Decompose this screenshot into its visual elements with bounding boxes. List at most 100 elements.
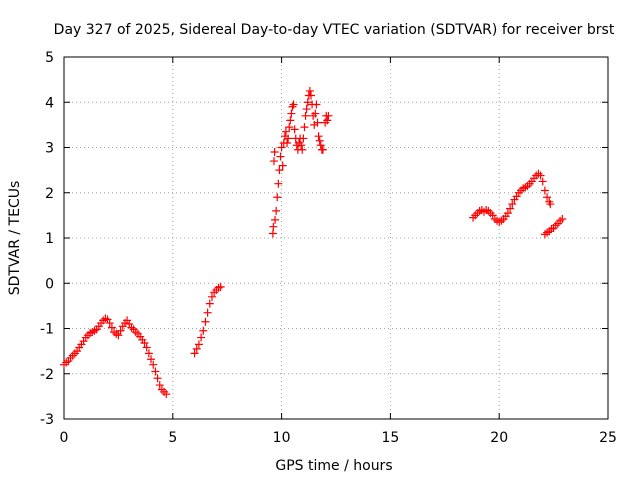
data-point (116, 326, 125, 335)
data-point (142, 343, 151, 352)
data-point (299, 134, 308, 143)
data-point (534, 169, 543, 178)
data-point (298, 145, 307, 154)
data-point (162, 390, 171, 399)
data-point (272, 206, 281, 215)
data-point (285, 123, 294, 132)
data-point (147, 355, 156, 364)
data-point (543, 193, 552, 202)
data-point (538, 177, 547, 186)
data-point (287, 109, 296, 118)
data-point (271, 215, 280, 224)
data-point (199, 326, 208, 335)
data-point (216, 282, 225, 291)
data-point (278, 161, 287, 170)
data-point (506, 204, 515, 213)
data-point (151, 367, 160, 376)
data-point (312, 100, 321, 109)
data-point (107, 323, 116, 332)
data-point (105, 319, 114, 328)
data-point (283, 138, 292, 147)
x-axis-label: GPS time / hours (275, 458, 392, 474)
data-point (536, 171, 545, 180)
y-tick-label: 5 (45, 50, 54, 66)
data-point (149, 360, 158, 369)
data-point (315, 136, 324, 145)
data-point (201, 317, 210, 326)
x-tick-label: 20 (490, 430, 508, 446)
data-point (190, 349, 199, 358)
ticks-layer: 0 5 10 15 20 25 -3 -2 -1 0 1 2 3 4 5 (40, 50, 617, 446)
data-point (192, 344, 201, 353)
data-point (303, 98, 312, 107)
data-point (324, 111, 333, 120)
data-point (301, 111, 310, 120)
data-point (323, 116, 332, 125)
data-point (289, 100, 298, 109)
points-layer (60, 86, 567, 399)
x-tick-label: 5 (168, 430, 177, 446)
data-point (311, 109, 320, 118)
data-point (508, 200, 517, 209)
data-point (290, 125, 299, 134)
data-point (269, 222, 278, 231)
data-series (469, 169, 567, 239)
data-point (558, 214, 567, 223)
data-point (314, 132, 323, 141)
data-point (276, 152, 285, 161)
data-point (306, 91, 315, 100)
data-point (270, 148, 279, 157)
data-point (297, 141, 306, 150)
data-series (60, 314, 171, 399)
data-point (197, 333, 206, 342)
data-series (190, 282, 225, 358)
y-tick-label: -2 (40, 367, 54, 383)
data-point (305, 86, 314, 95)
data-point (155, 381, 164, 390)
data-point (273, 193, 282, 202)
y-axis-label: SDTVAR / TECUs (7, 181, 23, 296)
chart-title: Day 327 of 2025, Sidereal Day-to-day VTE… (54, 22, 615, 38)
y-tick-label: 1 (45, 231, 54, 247)
x-tick-label: 0 (60, 430, 69, 446)
data-point (281, 127, 290, 136)
data-point (127, 323, 136, 332)
data-point (153, 374, 162, 383)
data-point (302, 105, 311, 114)
data-point (101, 314, 110, 323)
grid-layer (64, 57, 608, 419)
data-point (497, 216, 506, 225)
data-point (114, 331, 123, 340)
x-tick-label: 10 (273, 430, 291, 446)
data-point (503, 209, 512, 218)
data-point (275, 166, 284, 175)
data-point (284, 134, 293, 143)
data-point (144, 349, 153, 358)
y-tick-label: 0 (45, 276, 54, 292)
x-tick-label: 15 (381, 430, 399, 446)
data-point (205, 299, 214, 308)
data-point (479, 207, 488, 216)
y-tick-label: 4 (45, 95, 54, 111)
data-point (318, 145, 327, 154)
data-point (268, 229, 277, 238)
y-tick-label: 2 (45, 186, 54, 202)
data-point (300, 123, 309, 132)
y-tick-label: -3 (40, 412, 54, 428)
data-point (316, 141, 325, 150)
data-point (540, 186, 549, 195)
y-tick-label: 3 (45, 141, 54, 157)
data-point (194, 340, 203, 349)
data-point (269, 157, 278, 166)
y-tick-label: -1 (40, 322, 54, 338)
data-point (313, 118, 322, 127)
data-point (274, 179, 283, 188)
data-point (546, 200, 555, 209)
data-point (286, 116, 295, 125)
data-series (268, 86, 333, 238)
data-point (140, 338, 149, 347)
data-point (207, 292, 216, 301)
data-point (543, 228, 552, 237)
